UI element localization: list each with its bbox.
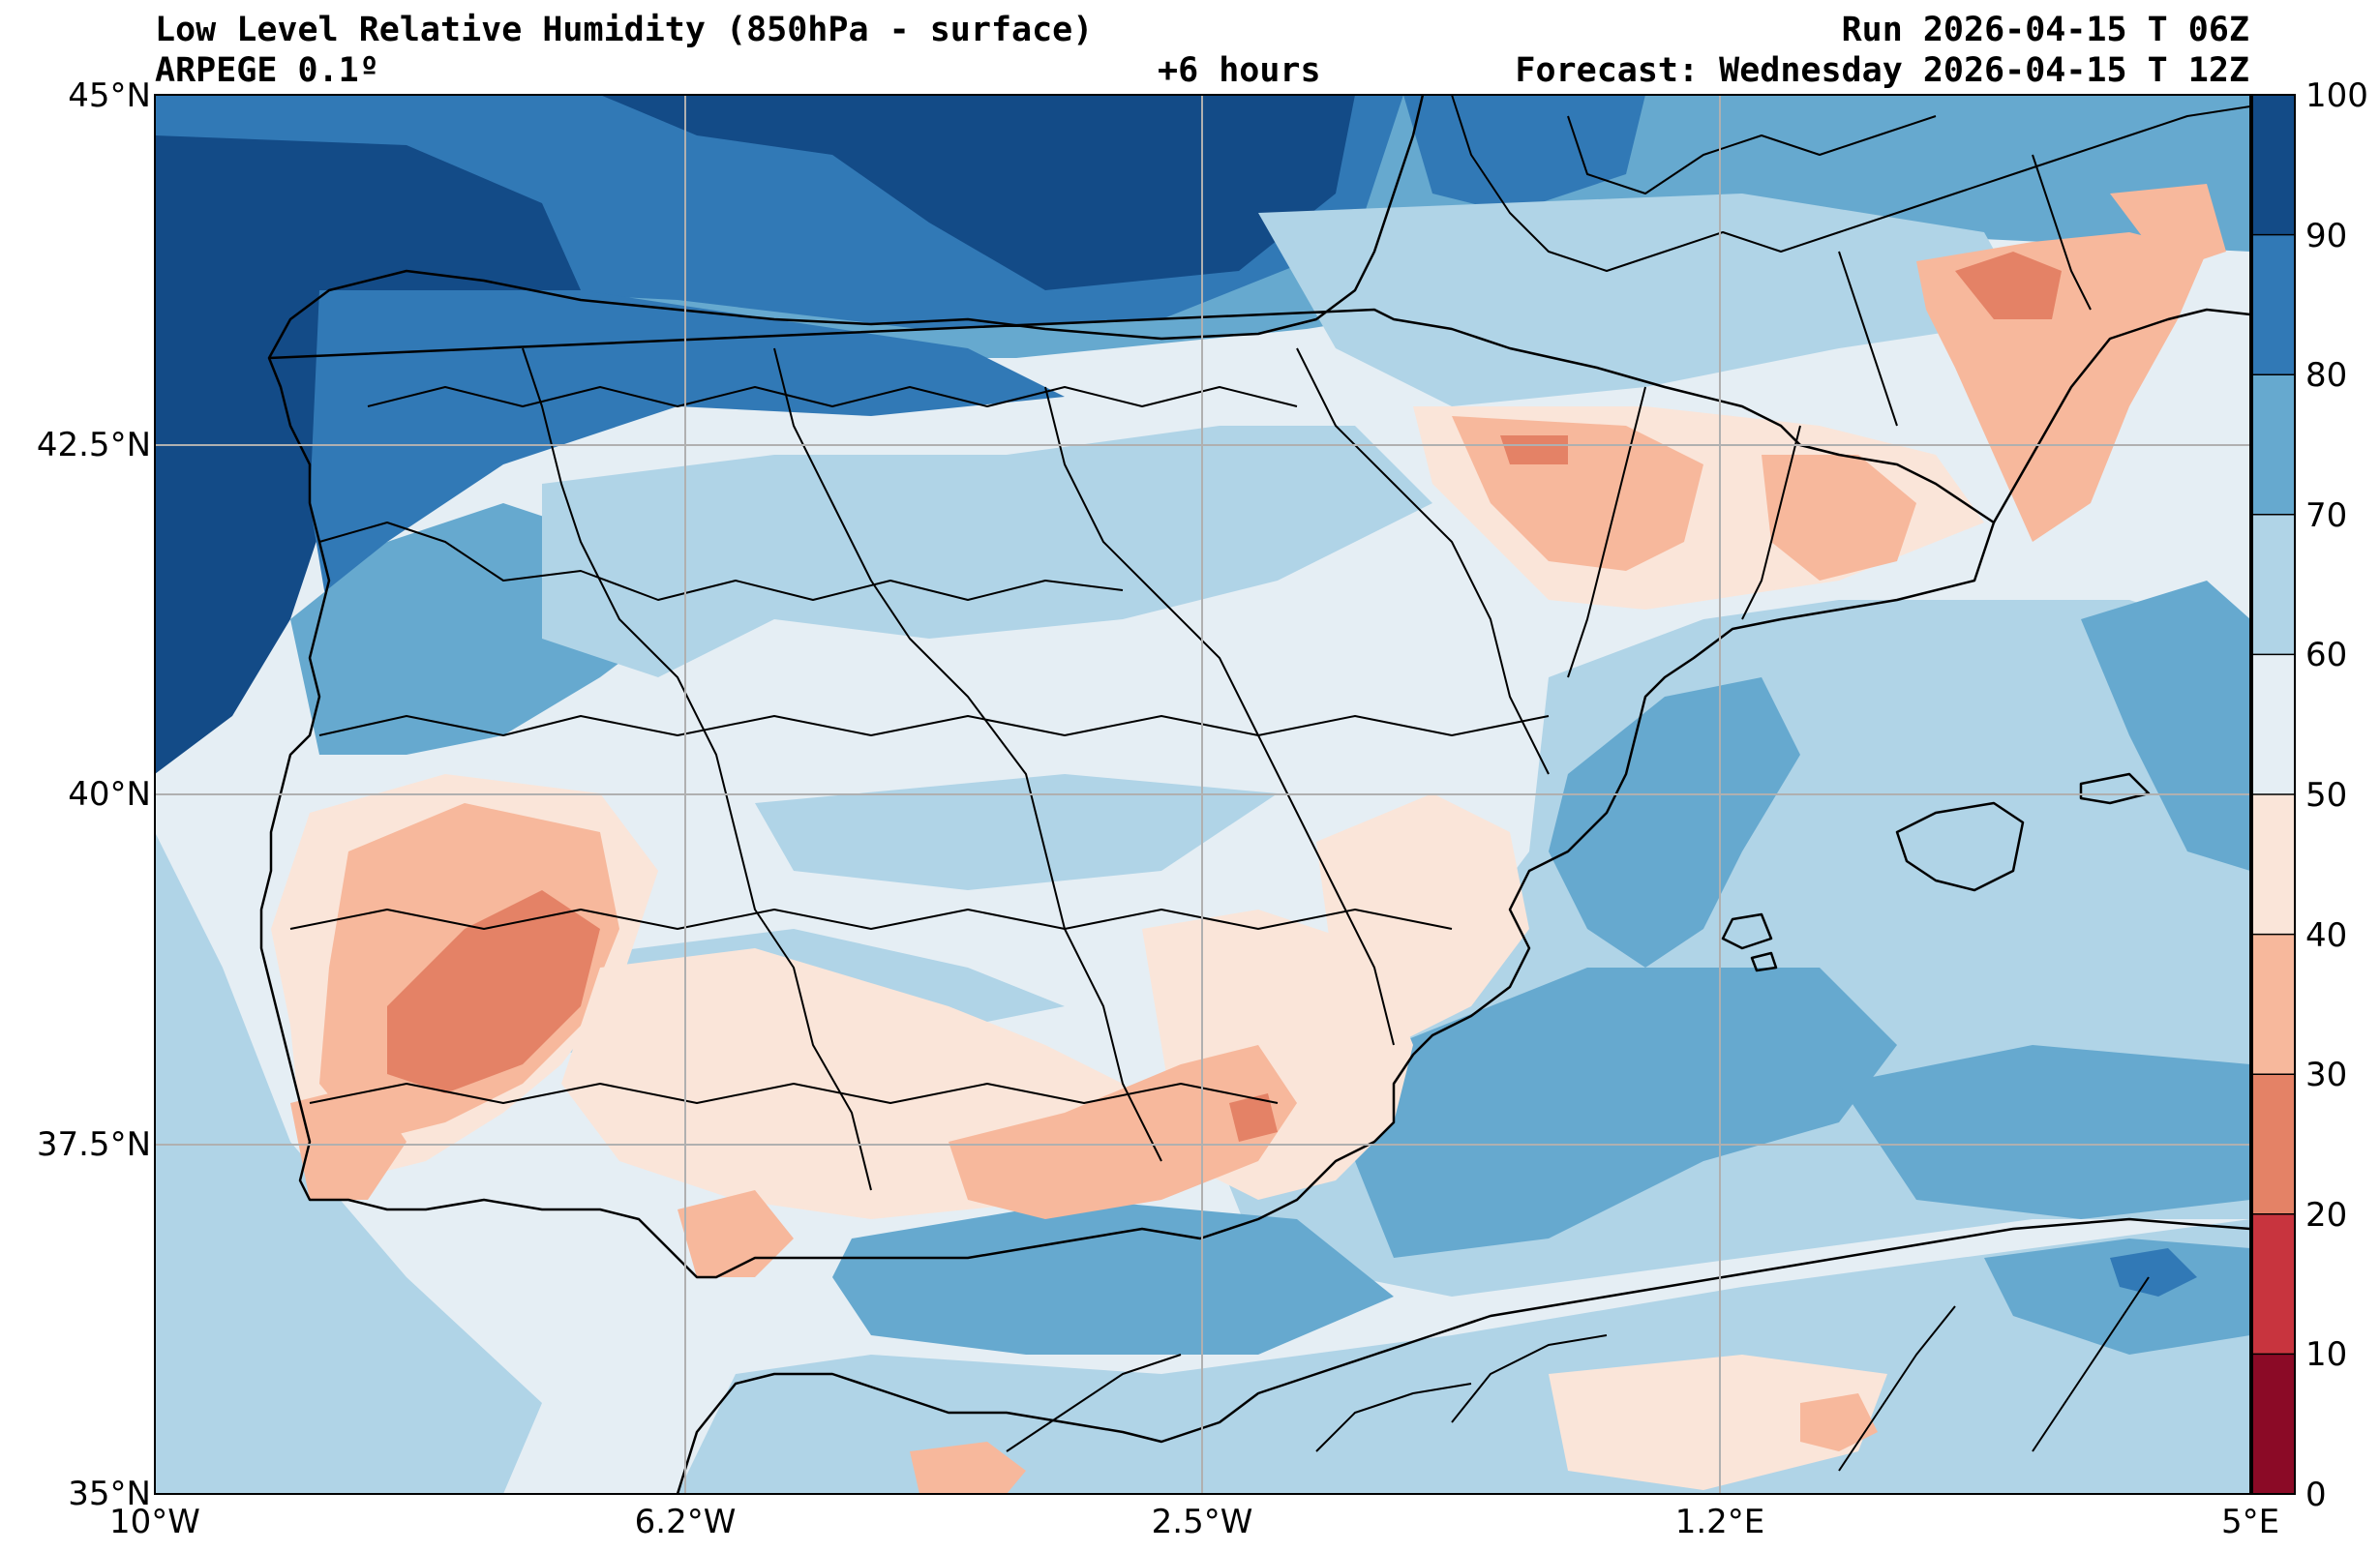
extremadura-very-dry xyxy=(387,890,600,1093)
balearic-moist xyxy=(1839,1045,2250,1219)
lon-tick-label: 2.5°W xyxy=(1151,1503,1253,1541)
formentera xyxy=(1750,951,1778,972)
regional-borders xyxy=(289,95,2250,1472)
lon-tick-label: 6.2°W xyxy=(634,1503,737,1541)
lat-tick-label: 40°N xyxy=(68,775,151,814)
colorbar-tick-label: 50 xyxy=(2305,776,2348,815)
forecast-label: Forecast: Wednesday 2026-04-15 T 12Z xyxy=(1515,51,2249,90)
colorbar-tick-label: 30 xyxy=(2305,1056,2348,1094)
colorbar-tick-label: 10 xyxy=(2305,1335,2348,1374)
colorbar-band xyxy=(2252,514,2295,655)
colorbar-band xyxy=(2252,374,2295,515)
colorbar-tick-label: 100 xyxy=(2305,76,2368,115)
colorbar-band xyxy=(2252,95,2295,235)
colorbar-tick-label: 70 xyxy=(2305,496,2348,535)
granada-very-dry xyxy=(1229,1093,1278,1142)
ebro-very-dry xyxy=(1500,435,1568,464)
colorbar-band xyxy=(2252,794,2295,935)
map-title: Low Level Relative Humidity (850hPa - su… xyxy=(155,11,1094,49)
france-coast xyxy=(1992,308,2250,523)
north-africa-coast xyxy=(676,1217,2250,1494)
western-mediterranean-moist xyxy=(1549,677,1800,968)
map-frame xyxy=(154,94,2251,1495)
run-label: Run 2026-04-15 T 06Z xyxy=(1841,11,2249,49)
lat-tick-label: 42.5°N xyxy=(36,426,151,464)
lat-tick-label: 35°N xyxy=(68,1475,151,1513)
lon-tick-label: 5°E xyxy=(2220,1503,2280,1541)
lat-tick-label: 45°N xyxy=(68,76,151,115)
gulf-of-lion-dry-fringe xyxy=(2110,184,2226,271)
colorbar-band xyxy=(2252,1354,2295,1494)
colorbar-tick-label: 0 xyxy=(2305,1476,2327,1514)
colorbar-tick-label: 40 xyxy=(2305,916,2348,955)
alboran-sea-moist xyxy=(832,1200,1394,1355)
lon-tick-label: 10°W xyxy=(109,1503,200,1541)
morocco-dry xyxy=(910,1442,1026,1494)
coastlines xyxy=(259,95,2250,1494)
south-portugal-dry xyxy=(290,1084,407,1200)
colorbar-frame xyxy=(2251,94,2296,1495)
colorbar-band xyxy=(2252,1074,2295,1214)
model-label: ARPEGE 0.1º xyxy=(155,51,379,90)
north-africa-dry-band xyxy=(1549,1355,1887,1490)
biscay-very-humid xyxy=(600,95,1355,290)
colorbar-band xyxy=(2252,234,2295,375)
lon-tick-label: 1.2°E xyxy=(1674,1503,1765,1541)
colorbar-band xyxy=(2252,654,2295,794)
mallorca xyxy=(1895,801,2025,892)
cadiz-dry xyxy=(678,1190,794,1277)
colorbar-band xyxy=(2252,934,2295,1075)
north-africa-humid xyxy=(2110,1248,2197,1297)
colorbar-band xyxy=(2252,1213,2295,1355)
colorbar xyxy=(2251,94,2296,1495)
colorbar-tick-label: 60 xyxy=(2305,636,2348,674)
north-plateau-moist xyxy=(542,426,1432,677)
colorbar-tick-label: 90 xyxy=(2305,217,2348,255)
catalonia-dry xyxy=(1762,455,1916,581)
algeria-dry xyxy=(1800,1393,1878,1451)
pyrenees-moist xyxy=(1258,194,2033,406)
central-moist-band xyxy=(755,774,1278,890)
colorbar-tick-label: 20 xyxy=(2305,1196,2348,1235)
colorbar-tick-label: 80 xyxy=(2305,356,2348,395)
ibiza xyxy=(1721,912,1773,950)
cantabrian-coast-humid xyxy=(310,290,1065,619)
algerian-sea-moist xyxy=(1355,968,1897,1258)
gulf-of-lion-very-dry xyxy=(1955,252,2062,319)
lead-time-label: +6 hours xyxy=(1158,51,1321,90)
lat-tick-label: 37.5°N xyxy=(36,1125,151,1164)
gulf-upper-humid xyxy=(1403,95,1645,213)
menorca xyxy=(2079,772,2151,805)
gulf-of-lion-moist xyxy=(2081,581,2250,871)
iberia-coastline xyxy=(259,95,1996,1279)
